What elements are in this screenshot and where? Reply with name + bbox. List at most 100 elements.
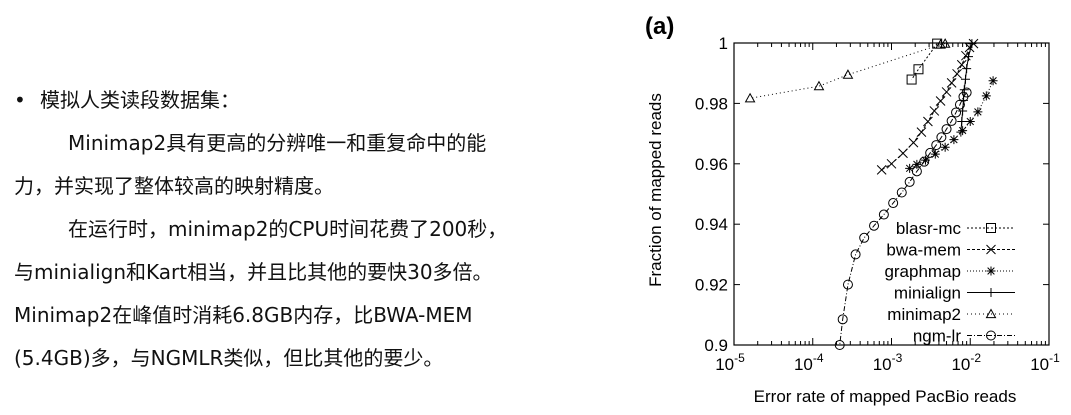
data-point — [946, 78, 957, 88]
data-point — [935, 38, 946, 49]
data-point — [923, 116, 933, 127]
data-point — [925, 147, 936, 158]
data-point — [930, 149, 940, 159]
data-point — [904, 176, 915, 187]
legend: blasr-mc bwa-mem graphmap minialign minimap2… — [884, 219, 1015, 346]
y-tick-label: 1 — [719, 34, 728, 53]
data-point — [964, 42, 975, 53]
data-point — [931, 140, 942, 151]
legend-marker — [986, 244, 996, 255]
para2-line3: Minimap2在峰值时消耗6.8GB内存，比BWA-MEM — [14, 303, 473, 327]
x-axis-label: Error rate of mapped PacBio reads — [754, 387, 1017, 406]
y-tick-label: 0.96 — [695, 155, 728, 174]
data-point — [842, 279, 853, 290]
legend-marker — [986, 330, 996, 341]
axes: 0.9 0.92 0.94 0.96 0.98 1 10-5 10-4 10-3 10-2 10-1 — [695, 34, 1060, 374]
data-point — [886, 158, 897, 169]
para2-line4: (5.4GB)多，与NGMLR类似，但比其他的要少。 — [14, 346, 444, 370]
data-point — [896, 187, 907, 198]
data-point — [850, 249, 861, 260]
data-point — [988, 76, 998, 86]
y-tick-label: 0.94 — [695, 215, 728, 234]
series-line — [749, 43, 946, 99]
data-point — [957, 117, 967, 127]
data-point — [956, 127, 966, 137]
data-point — [842, 69, 854, 79]
legend-marker — [986, 223, 996, 233]
data-point — [963, 52, 973, 62]
data-point — [911, 166, 922, 177]
data-point — [888, 198, 899, 209]
data-point — [878, 209, 889, 220]
data-point — [813, 80, 825, 91]
series-ngm-lr — [834, 87, 972, 350]
para1-line2: 力，并实现了整体较高的映射精度。 — [14, 174, 334, 198]
legend-label: minialign — [894, 284, 961, 303]
series-minialign — [956, 39, 977, 137]
data-point — [898, 148, 908, 159]
data-point — [913, 64, 924, 75]
series-graphmap — [905, 76, 998, 173]
legend-label: blasr-mc — [896, 219, 962, 238]
heading: 模拟人类读段数据集： — [40, 88, 240, 112]
legend-label: ngm-lr — [913, 327, 962, 346]
data-point — [954, 99, 965, 110]
legend-marker — [986, 288, 996, 297]
data-point — [946, 115, 957, 126]
data-point — [859, 232, 870, 243]
data-point — [935, 96, 946, 106]
panel-label: (a) — [645, 13, 674, 40]
x-tick-label: 10-4 — [794, 351, 824, 374]
data-point — [837, 314, 848, 325]
data-point — [744, 92, 756, 103]
x-tick-label: 10-3 — [873, 351, 903, 374]
data-point — [834, 340, 845, 350]
series-line — [909, 80, 994, 169]
data-point — [962, 64, 972, 74]
data-point — [941, 87, 952, 97]
para2-line2: 与minialign和Kart相当，并且比其他的要快30多倍。 — [14, 260, 493, 284]
para2-line1: 在运行时，minimap2的CPU时间花费了200秒， — [68, 217, 508, 241]
data-point — [956, 59, 967, 70]
legend-label: bwa-mem — [886, 241, 961, 260]
data-point — [876, 164, 887, 175]
data-point — [965, 117, 975, 127]
fraction-mapped-chart: (a) Fraction of mapped reads Error rate … — [645, 13, 1060, 406]
y-axis-label: Fraction of mapped reads — [646, 93, 665, 287]
data-point — [869, 220, 880, 231]
y-tick-label: 0.92 — [695, 276, 728, 295]
data-point — [908, 137, 919, 148]
data-point — [919, 156, 930, 167]
x-tick-label: 10-2 — [951, 351, 981, 374]
data-point — [940, 142, 950, 152]
legend-label: minimap2 — [887, 305, 961, 324]
data-point — [960, 74, 970, 84]
series-bwa-mem — [876, 38, 979, 175]
data-point — [952, 68, 962, 79]
data-point — [906, 74, 917, 85]
bullet-icon: • — [14, 88, 26, 112]
data-point — [967, 39, 977, 49]
para1-line1: Minimap2具有更高的分辨唯一和重复命中的能 — [68, 131, 487, 155]
y-tick-label: 0.98 — [695, 94, 728, 113]
data-point — [949, 135, 959, 145]
x-tick-label: 10-5 — [715, 351, 745, 374]
data-point — [959, 85, 969, 95]
plot-frame — [733, 42, 1050, 346]
legend-marker — [986, 266, 996, 276]
data-point — [920, 155, 930, 165]
series-line — [839, 92, 968, 346]
y-tick-label: 0.9 — [704, 336, 728, 355]
data-point — [958, 126, 968, 136]
data-point — [941, 124, 952, 135]
legend-label: graphmap — [884, 262, 961, 281]
data-point — [951, 107, 962, 118]
data-point — [981, 91, 991, 101]
plot-area — [744, 38, 998, 350]
legend-marker — [985, 308, 997, 319]
data-point — [929, 106, 940, 116]
data-point — [912, 159, 922, 169]
data-point — [916, 127, 927, 137]
data-point — [973, 107, 983, 117]
series-minimap2 — [744, 38, 951, 103]
